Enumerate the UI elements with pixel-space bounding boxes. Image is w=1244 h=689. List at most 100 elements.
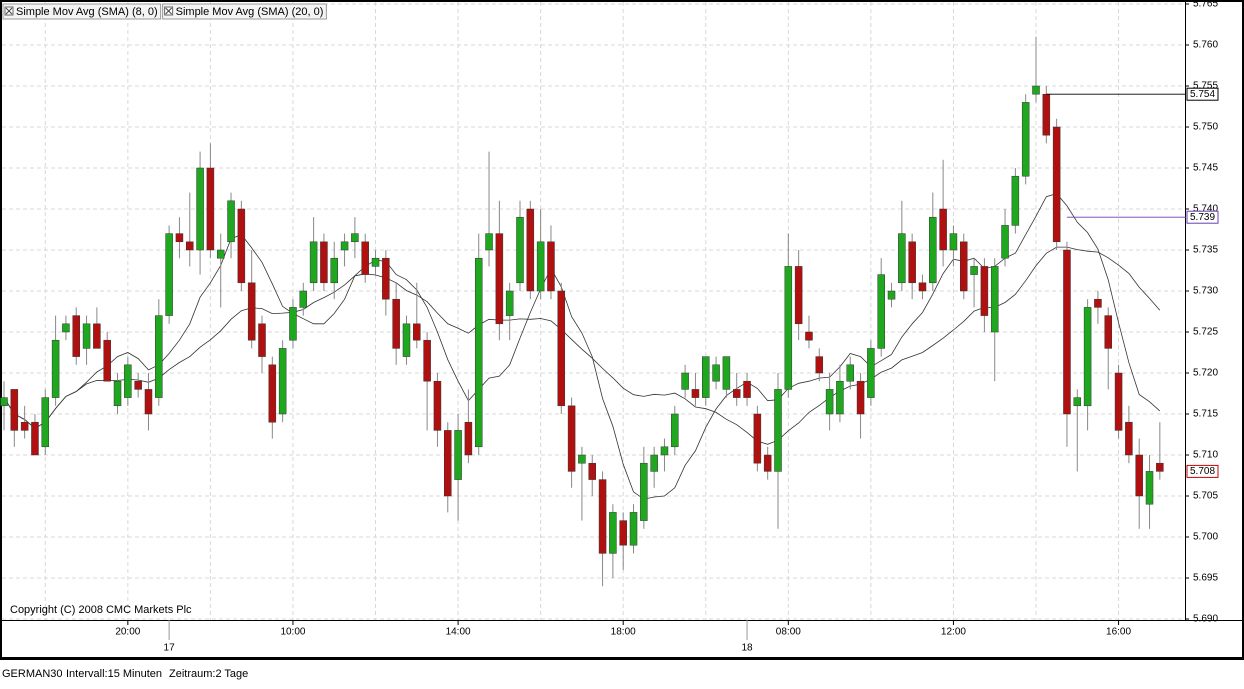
y-tick-label: 5.725 xyxy=(1193,327,1218,338)
candle-body xyxy=(444,430,452,497)
legend-entry[interactable]: Simple Mov Avg (SMA) (20, 0) xyxy=(162,3,327,20)
y-tick-label: 5.760 xyxy=(1193,40,1218,51)
candle-body xyxy=(536,241,545,292)
y-axis-area xyxy=(1186,2,1242,620)
candle-body xyxy=(980,266,989,316)
y-tick-label: 5.720 xyxy=(1193,368,1218,379)
candle-body xyxy=(691,389,700,398)
candle-body xyxy=(351,233,359,243)
candle-body xyxy=(31,421,39,456)
candle-body xyxy=(175,233,184,243)
candle-body xyxy=(361,241,369,275)
candle-body xyxy=(320,241,328,284)
candle-body xyxy=(547,241,555,292)
legend-box[interactable] xyxy=(2,3,162,20)
x-tick-label: 14:00 xyxy=(446,627,471,638)
legend-label[interactable]: Simple Mov Avg (SMA) (8, 0) xyxy=(16,6,158,18)
candle-body xyxy=(134,380,142,390)
candle-body xyxy=(1011,175,1020,226)
candle-body xyxy=(237,208,246,284)
legend-box[interactable] xyxy=(162,3,327,20)
candle-body xyxy=(423,339,431,382)
candle-body xyxy=(330,257,338,284)
candle-body xyxy=(836,380,844,415)
candle-body xyxy=(1156,462,1164,472)
candle-body xyxy=(402,323,411,357)
candle-body xyxy=(960,241,968,292)
candle-body xyxy=(898,233,906,284)
candle-body xyxy=(20,421,29,431)
candle-body xyxy=(640,462,648,521)
candle-body xyxy=(464,421,473,456)
legend-entry[interactable]: Simple Mov Avg (SMA) (8, 0) xyxy=(2,3,162,20)
candle-body xyxy=(722,356,731,390)
candle-body xyxy=(247,282,256,341)
candle-body xyxy=(93,323,101,349)
grid xyxy=(2,2,1189,640)
candle-body xyxy=(155,315,163,398)
x-tick-label: 08:00 xyxy=(776,627,801,638)
candle-body xyxy=(650,454,658,472)
candle-body xyxy=(990,266,999,333)
candle-body xyxy=(196,167,204,251)
y-tick-label: 5.730 xyxy=(1193,286,1218,297)
candle-body xyxy=(619,520,627,546)
candle-body xyxy=(10,389,19,431)
candle-body xyxy=(660,446,669,456)
candle-body xyxy=(495,233,504,325)
candle-body xyxy=(1042,93,1051,136)
candle-body xyxy=(516,216,524,284)
candle-body xyxy=(598,479,607,554)
legend-close-x[interactable] xyxy=(165,7,172,15)
y-tick-label: 5.710 xyxy=(1193,450,1218,461)
candle-body xyxy=(629,512,638,546)
candle-body xyxy=(124,364,132,398)
candle-body xyxy=(165,233,173,316)
candle-body xyxy=(867,348,875,398)
candle-body xyxy=(1125,421,1133,456)
candle-body xyxy=(567,405,576,472)
candle-body xyxy=(609,512,617,554)
candle-body xyxy=(474,257,483,448)
price-marker-box xyxy=(1186,210,1219,224)
candle-body xyxy=(815,356,824,374)
candle-body xyxy=(794,266,803,325)
candle-body xyxy=(0,397,8,407)
y-tick-label: 5.715 xyxy=(1193,409,1218,420)
candle-body xyxy=(1145,471,1154,505)
candle-body xyxy=(505,290,514,316)
candle-body xyxy=(62,323,70,333)
legend-close-x[interactable] xyxy=(5,7,13,15)
price-marker-box xyxy=(1186,464,1219,478)
candle-body xyxy=(1094,298,1102,308)
candle-body xyxy=(1073,397,1082,407)
candle-body xyxy=(371,257,380,267)
candle-body xyxy=(908,241,916,284)
candle-body xyxy=(278,348,287,415)
candle-body xyxy=(51,339,60,398)
price-marker-label: 5.739 xyxy=(1190,212,1215,223)
legend-label[interactable]: Simple Mov Avg (SMA) (20, 0) xyxy=(176,6,324,18)
candle-body xyxy=(1114,372,1123,431)
y-tick-label: 5.745 xyxy=(1193,163,1218,174)
candle-body xyxy=(413,323,421,341)
candle-body xyxy=(578,454,586,464)
candle-body xyxy=(1083,307,1092,407)
candle-body xyxy=(887,290,896,300)
candle-body xyxy=(144,389,153,415)
y-tick-label: 5.690 xyxy=(1193,614,1218,625)
candles xyxy=(0,36,1186,587)
candle-body xyxy=(557,290,566,407)
candle-body xyxy=(454,430,462,480)
candle-body xyxy=(712,364,720,382)
candle-body xyxy=(485,233,493,251)
footer-instrument: GERMAN30 xyxy=(2,668,63,680)
y-tick-label: 5.765 xyxy=(1193,0,1218,10)
candle-body xyxy=(1001,225,1009,259)
labels: 5.690 5.695 5.700 5.705 5.710 5.715 5.720 5.725… xyxy=(2,0,1219,654)
price-marker-label: 5.754 xyxy=(1190,89,1215,100)
x-axis-area xyxy=(2,621,1242,657)
candle-body xyxy=(1135,454,1143,497)
sma-line xyxy=(3,246,1161,445)
y-tick-label: 5.695 xyxy=(1193,573,1218,584)
